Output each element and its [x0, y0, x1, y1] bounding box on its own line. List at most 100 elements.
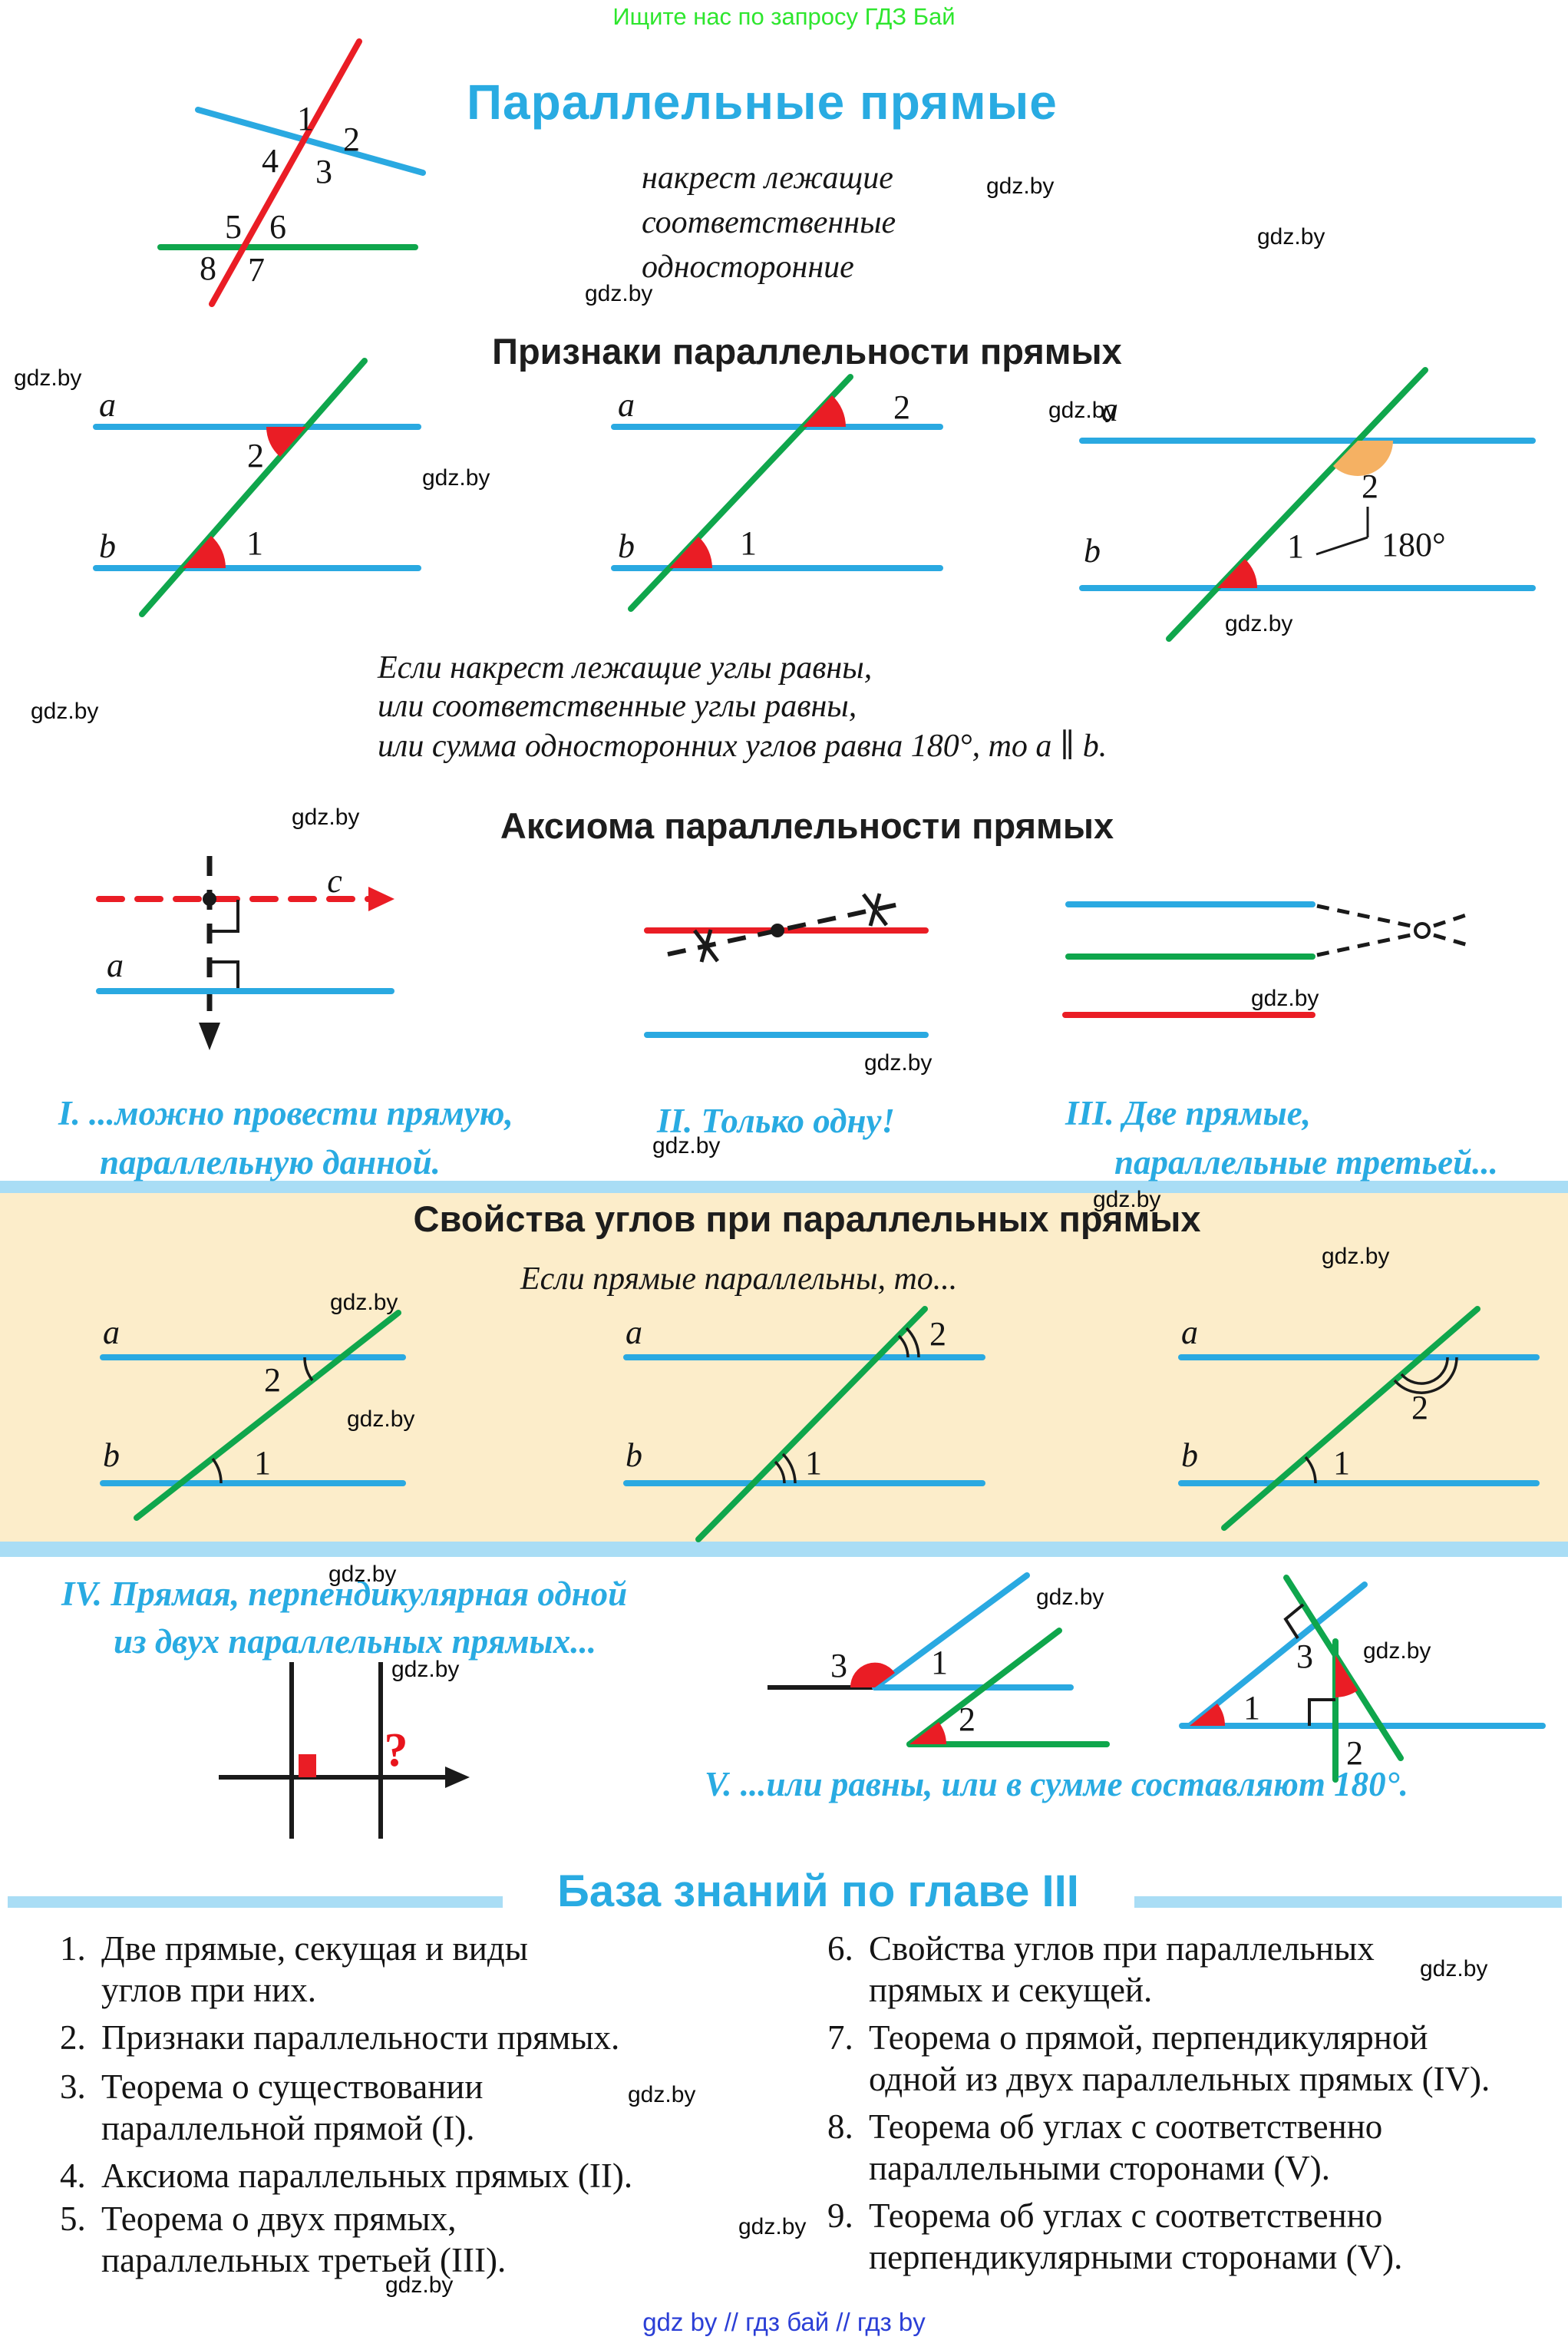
diagram-property-corresponding: a b 2 1: [623, 1306, 985, 1542]
kb-item-5-number: 5.: [60, 2200, 86, 2238]
question-mark: ?: [385, 1724, 408, 1776]
angle-arc-2: [1393, 1357, 1458, 1394]
angle-label-6: 6: [269, 208, 286, 246]
caption-III-line-2: параллельные третьей...: [1114, 1143, 1498, 1182]
kb-item-2-number: 2.: [60, 2018, 86, 2057]
diagram-property-one-sided: a b 2 1: [1178, 1306, 1540, 1531]
angle-label-1: 1: [297, 100, 314, 137]
angle-wedge-1: [183, 536, 226, 568]
kb-item-5-line-2: параллельных третьей (III).: [101, 2241, 507, 2279]
angle-arc-2: [905, 1327, 920, 1358]
arrowhead-right: [445, 1767, 470, 1788]
angle-label-2: 2: [1362, 468, 1378, 505]
angle-label-3: 3: [315, 153, 332, 190]
angle-type-corresponding: соответственные: [642, 205, 896, 240]
angle-type-alternate: накрест лежащие: [642, 160, 893, 196]
transversal-red: [209, 38, 362, 307]
diagram-angles-perpendicular-sides: 1 3 2: [1179, 1575, 1546, 1783]
label-b: b: [618, 527, 635, 565]
kb-item-7-text: Теорема о прямой, перпендикулярной: [869, 2018, 1428, 2057]
angle-label-5: 5: [225, 208, 242, 246]
page-title: Параллельные прямые: [467, 74, 1058, 130]
kb-header-bar-right: [1134, 1896, 1562, 1908]
kb-item-8-line-2: параллельными сторонами (V).: [869, 2149, 1331, 2187]
kb-item-1: 1. Две прямые, секущая и виды: [60, 1929, 528, 1968]
angle-label-3: 3: [1296, 1638, 1313, 1675]
section-title-axiom: Аксиома параллельности прямых: [500, 805, 1114, 846]
section-title-properties: Свойства углов при параллельных прямых: [413, 1198, 1201, 1239]
angle-wedge-2-orange: [1333, 441, 1393, 476]
right-angle-mark: [1308, 1698, 1335, 1726]
angle-arc-1: [774, 1460, 786, 1484]
label-b: b: [99, 527, 116, 565]
angle-arc-2: [1400, 1357, 1449, 1385]
divider-bar-bottom: [0, 1542, 1568, 1557]
angle-label-1: 1: [254, 1444, 271, 1482]
callout-line: [1315, 536, 1368, 556]
angle-label-2: 2: [247, 437, 264, 474]
angle-label-3: 3: [830, 1647, 847, 1684]
angle-label-1: 1: [1243, 1689, 1260, 1727]
kb-item-7-number: 7.: [827, 2018, 853, 2057]
angle-label-2: 2: [264, 1361, 281, 1399]
kb-item-6-text: Свойства углов при параллельных: [869, 1929, 1375, 1968]
right-angle-mark: [210, 960, 239, 990]
diagram-axiom-construct-parallel: c a: [96, 856, 394, 1050]
kb-item-9-line-2: перпендикулярными сторонами (V).: [869, 2238, 1403, 2276]
angle-arc-1: [781, 1453, 797, 1484]
label-180-degrees: 180°: [1381, 526, 1446, 564]
kb-item-3-line-2: параллельной прямой (I).: [101, 2109, 475, 2147]
caption-IV-line-2: из двух параллельных прямых...: [114, 1622, 596, 1661]
kb-item-7: 7. Теорема о прямой, перпендикулярной: [827, 2018, 1428, 2057]
diagram-angles-parallel-sides: 3 1 2: [767, 1572, 1110, 1747]
point-dot: [203, 892, 216, 906]
kb-item-4-text: Аксиома параллельных прямых (II).: [101, 2157, 633, 2195]
right-angle-mark: [210, 900, 239, 933]
angle-arc-1: [1304, 1456, 1317, 1484]
angle-label-2: 2: [893, 388, 910, 426]
label-b: b: [626, 1436, 642, 1474]
transversal: [139, 358, 368, 617]
kb-item-8-number: 8.: [827, 2107, 853, 2146]
kb-item-5: 5. Теорема о двух прямых,: [60, 2199, 456, 2239]
properties-subtitle: Если прямые параллельны, то...: [520, 1261, 958, 1297]
diagram-axiom-only-one: [644, 893, 929, 1038]
right-angle-mark: [1283, 1603, 1305, 1640]
arrowhead-down: [199, 1023, 220, 1050]
label-a: a: [103, 1314, 120, 1351]
angle-label-2: 2: [959, 1700, 975, 1738]
kb-title: База знаний по главе III: [557, 1866, 1079, 1916]
kb-item-3: 3. Теорема о существовании: [60, 2067, 483, 2107]
kb-item-7-line-2: одной из двух параллельных прямых (IV).: [869, 2060, 1490, 2098]
point-dot: [771, 924, 784, 937]
criteria-rule-2: или соответственные углы равны,: [378, 689, 857, 724]
dashed-extension: [1433, 911, 1471, 928]
kb-item-1-line-2: углов при них.: [101, 1971, 316, 2009]
angle-wedge-2: [266, 427, 306, 457]
arrowhead-right: [368, 887, 394, 911]
caption-I-line-1: I. ...можно провести прямую,: [58, 1094, 513, 1132]
diagram-two-lines-parallel-to-third: [1062, 901, 1471, 1018]
footer-links: gdz by // гдз бай // гдз by: [642, 2308, 926, 2336]
angle-label-2: 2: [1346, 1734, 1363, 1772]
kb-item-6-number: 6.: [827, 1929, 853, 1968]
angle-wedge-1: [1190, 1704, 1226, 1726]
kb-item-2-text: Признаки параллельности прямых.: [101, 2018, 620, 2057]
dashed-extension: [1316, 904, 1411, 928]
angle-label-1: 1: [246, 524, 263, 562]
kb-item-3-number: 3.: [60, 2067, 86, 2106]
diagram-alternate-angles: a b 2 1: [93, 358, 421, 617]
angle-arc-1: [211, 1457, 223, 1484]
kb-item-8-text: Теорема об углах с соответственно: [869, 2107, 1383, 2146]
angle-label-1: 1: [931, 1644, 948, 1681]
search-banner: Ищите нас по запросу ГДЗ Бай: [612, 3, 956, 30]
caption-V: V. ...или равны, или в сумме составляют …: [705, 1765, 1408, 1803]
transversal: [1166, 367, 1428, 642]
kb-item-5-text: Теорема о двух прямых,: [101, 2200, 457, 2238]
diagram-corresponding-angles: a b 2 1: [611, 374, 943, 612]
kb-item-6-line-2: прямых и секущей.: [869, 1971, 1153, 2009]
line-blue: [195, 107, 426, 176]
label-a: a: [618, 386, 635, 424]
